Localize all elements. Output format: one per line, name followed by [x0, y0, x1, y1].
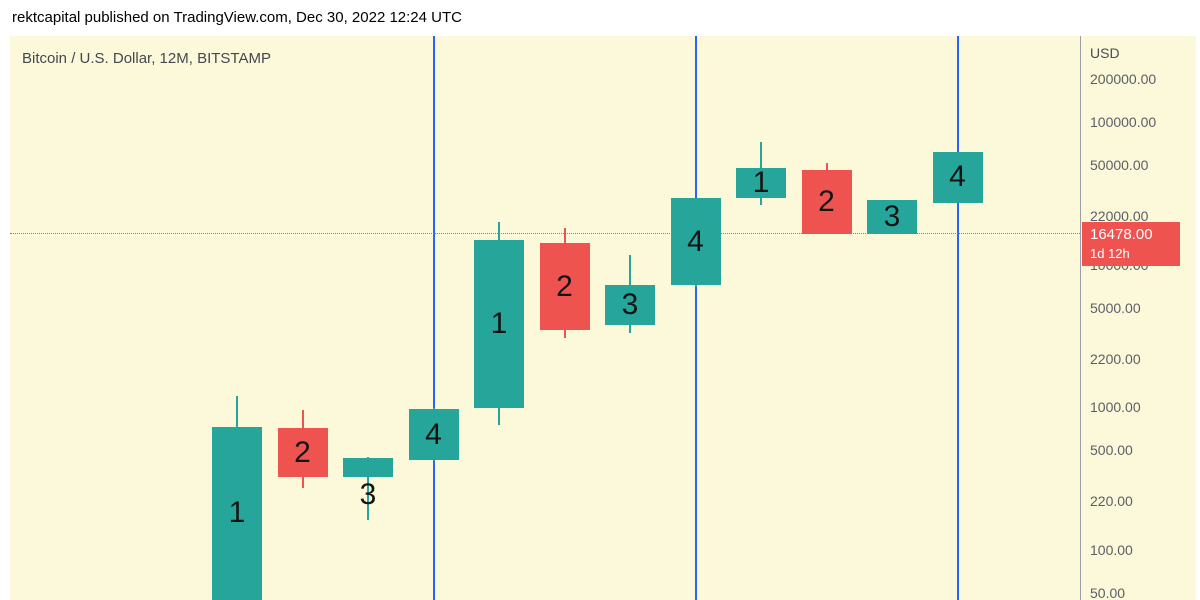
price-axis-tick: 22000.00	[1090, 207, 1149, 224]
attribution-text: rektcapital published on TradingView.com…	[12, 9, 462, 26]
candle-body[interactable]	[932, 151, 983, 203]
candle-cycle-number: 1	[228, 496, 246, 530]
price-axis-tick: 100.00	[1090, 542, 1133, 559]
candle-body[interactable]	[736, 168, 786, 198]
halving-vertical-line[interactable]	[956, 36, 959, 600]
candle-body[interactable]	[867, 200, 917, 234]
price-axis-tick: 200000.00	[1090, 71, 1157, 88]
candle-cycle-number: 4	[425, 417, 442, 451]
symbol-legend[interactable]: Bitcoin / U.S. Dollar, 12M, BITSTAMP	[22, 50, 271, 67]
candle-cycle-number: 4	[687, 224, 704, 258]
current-price-line	[10, 232, 1080, 234]
candle-cycle-number: 3	[359, 478, 377, 511]
candle-cycle-number: 2	[294, 435, 311, 469]
candle-cycle-number: 2	[818, 184, 835, 218]
candle-cycle-number: 2	[556, 269, 573, 303]
candle-body[interactable]	[670, 198, 721, 286]
candle-body[interactable]	[408, 409, 459, 460]
halving-vertical-line[interactable]	[694, 36, 697, 600]
price-axis-tick: 50.00	[1090, 584, 1126, 600]
candle-body[interactable]	[539, 242, 590, 331]
candle-body[interactable]	[212, 426, 262, 600]
candle-body[interactable]	[801, 170, 852, 234]
chart-canvas[interactable]	[10, 36, 1196, 600]
price-axis-tick: 1000.00	[1090, 399, 1141, 416]
price-axis-tick: 5000.00	[1090, 299, 1141, 316]
current-price-tag[interactable]: 16478.00 1d 12h	[1082, 221, 1180, 266]
axis-currency-label: USD	[1090, 45, 1120, 61]
price-axis-tick: 2200.00	[1090, 350, 1141, 367]
candle-body[interactable]	[277, 428, 328, 477]
candle-body[interactable]	[605, 285, 655, 325]
candle-cycle-number: 3	[621, 288, 639, 322]
candle-cycle-number: 4	[949, 160, 966, 194]
current-price-value: 16478.00	[1090, 225, 1153, 243]
candle-body[interactable]	[343, 458, 393, 477]
bar-close-countdown: 1d 12h	[1090, 245, 1130, 261]
price-axis-tick: 500.00	[1090, 442, 1133, 459]
price-axis-tick: 100000.00	[1090, 114, 1157, 131]
price-axis-tick: 50000.00	[1090, 156, 1149, 173]
candle-wick	[367, 456, 369, 520]
candle-cycle-number: 3	[883, 199, 901, 233]
candle-cycle-number: 1	[490, 306, 508, 340]
candle-cycle-number: 1	[752, 166, 770, 199]
price-axis-tick: 220.00	[1090, 493, 1133, 510]
candle-body[interactable]	[474, 239, 524, 408]
halving-vertical-line[interactable]	[432, 36, 435, 600]
price-axis-separator	[1080, 36, 1081, 600]
